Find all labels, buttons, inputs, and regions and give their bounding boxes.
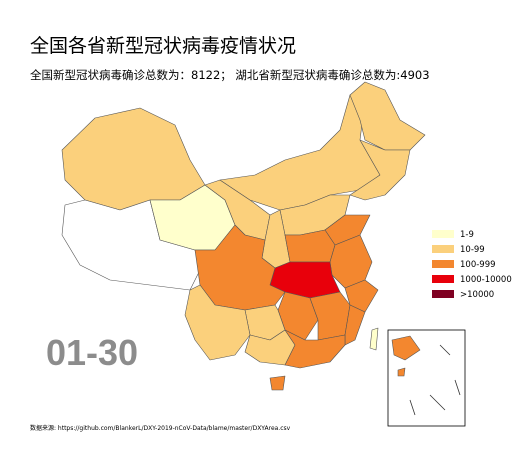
- legend-swatch: [432, 230, 454, 238]
- legend-label: 1000-10000: [460, 275, 512, 285]
- region: [391, 335, 421, 361]
- legend-swatch: [432, 260, 454, 268]
- china-map: [61, 81, 466, 427]
- region: [284, 329, 346, 369]
- islands: [409, 344, 461, 416]
- legend-swatch: [432, 275, 454, 283]
- subtitle: 全国新型冠状病毒确诊总数为：8122； 湖北省新型冠状病毒确诊总数为:4903: [30, 68, 430, 82]
- region: [284, 229, 336, 263]
- region: [349, 81, 426, 151]
- legend: 1-9 10-99 100-999 1000-10000 >10000: [432, 230, 512, 300]
- source: 数据来源: https://github.com/BlankerL/DXY-20…: [30, 424, 291, 432]
- region: [344, 279, 379, 313]
- region: [344, 304, 366, 346]
- legend-swatch: [432, 245, 454, 253]
- legend-label: >10000: [460, 290, 494, 300]
- region: [184, 284, 251, 361]
- region: [369, 327, 379, 351]
- date-label: 01-30: [46, 332, 138, 373]
- title: 全国各省新型冠状病毒疫情状况: [30, 35, 296, 57]
- region: [61, 107, 206, 211]
- legend-swatch: [432, 290, 454, 298]
- region: [397, 367, 406, 377]
- region: [349, 139, 411, 201]
- region: [269, 375, 286, 391]
- legend-label: 1-9: [460, 230, 474, 240]
- legend-label: 10-99: [460, 245, 485, 255]
- inset-frame: [387, 329, 466, 427]
- legend-label: 100-999: [460, 260, 496, 270]
